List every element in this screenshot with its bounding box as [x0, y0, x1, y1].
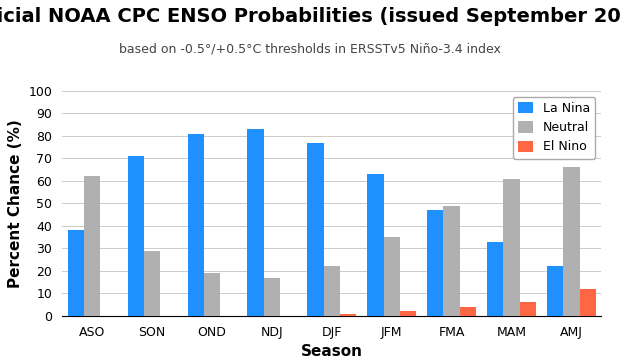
- Bar: [188, 134, 204, 316]
- Bar: [547, 266, 564, 316]
- Bar: [459, 307, 476, 316]
- Text: based on -0.5°/+0.5°C thresholds in ERSSTv5 Niño-3.4 index: based on -0.5°/+0.5°C thresholds in ERSS…: [119, 42, 501, 56]
- Bar: [400, 311, 416, 316]
- Bar: [144, 250, 160, 316]
- Bar: [247, 129, 264, 316]
- Bar: [564, 167, 580, 316]
- Bar: [443, 205, 459, 316]
- Bar: [384, 237, 400, 316]
- Legend: La Nina, Neutral, El Nino: La Nina, Neutral, El Nino: [513, 97, 595, 159]
- Bar: [503, 179, 520, 316]
- Bar: [128, 156, 144, 316]
- Y-axis label: Percent Chance (%): Percent Chance (%): [8, 119, 23, 287]
- Bar: [340, 314, 356, 316]
- Bar: [368, 174, 384, 316]
- Bar: [68, 230, 84, 316]
- Bar: [520, 302, 536, 316]
- Bar: [324, 266, 340, 316]
- Bar: [308, 143, 324, 316]
- Bar: [204, 273, 220, 316]
- Bar: [84, 176, 100, 316]
- Bar: [264, 278, 280, 316]
- Bar: [427, 210, 443, 316]
- Bar: [487, 241, 503, 316]
- X-axis label: Season: Season: [301, 344, 363, 359]
- Text: Official NOAA CPC ENSO Probabilities (issued September 2024): Official NOAA CPC ENSO Probabilities (is…: [0, 7, 620, 26]
- Bar: [580, 289, 596, 316]
